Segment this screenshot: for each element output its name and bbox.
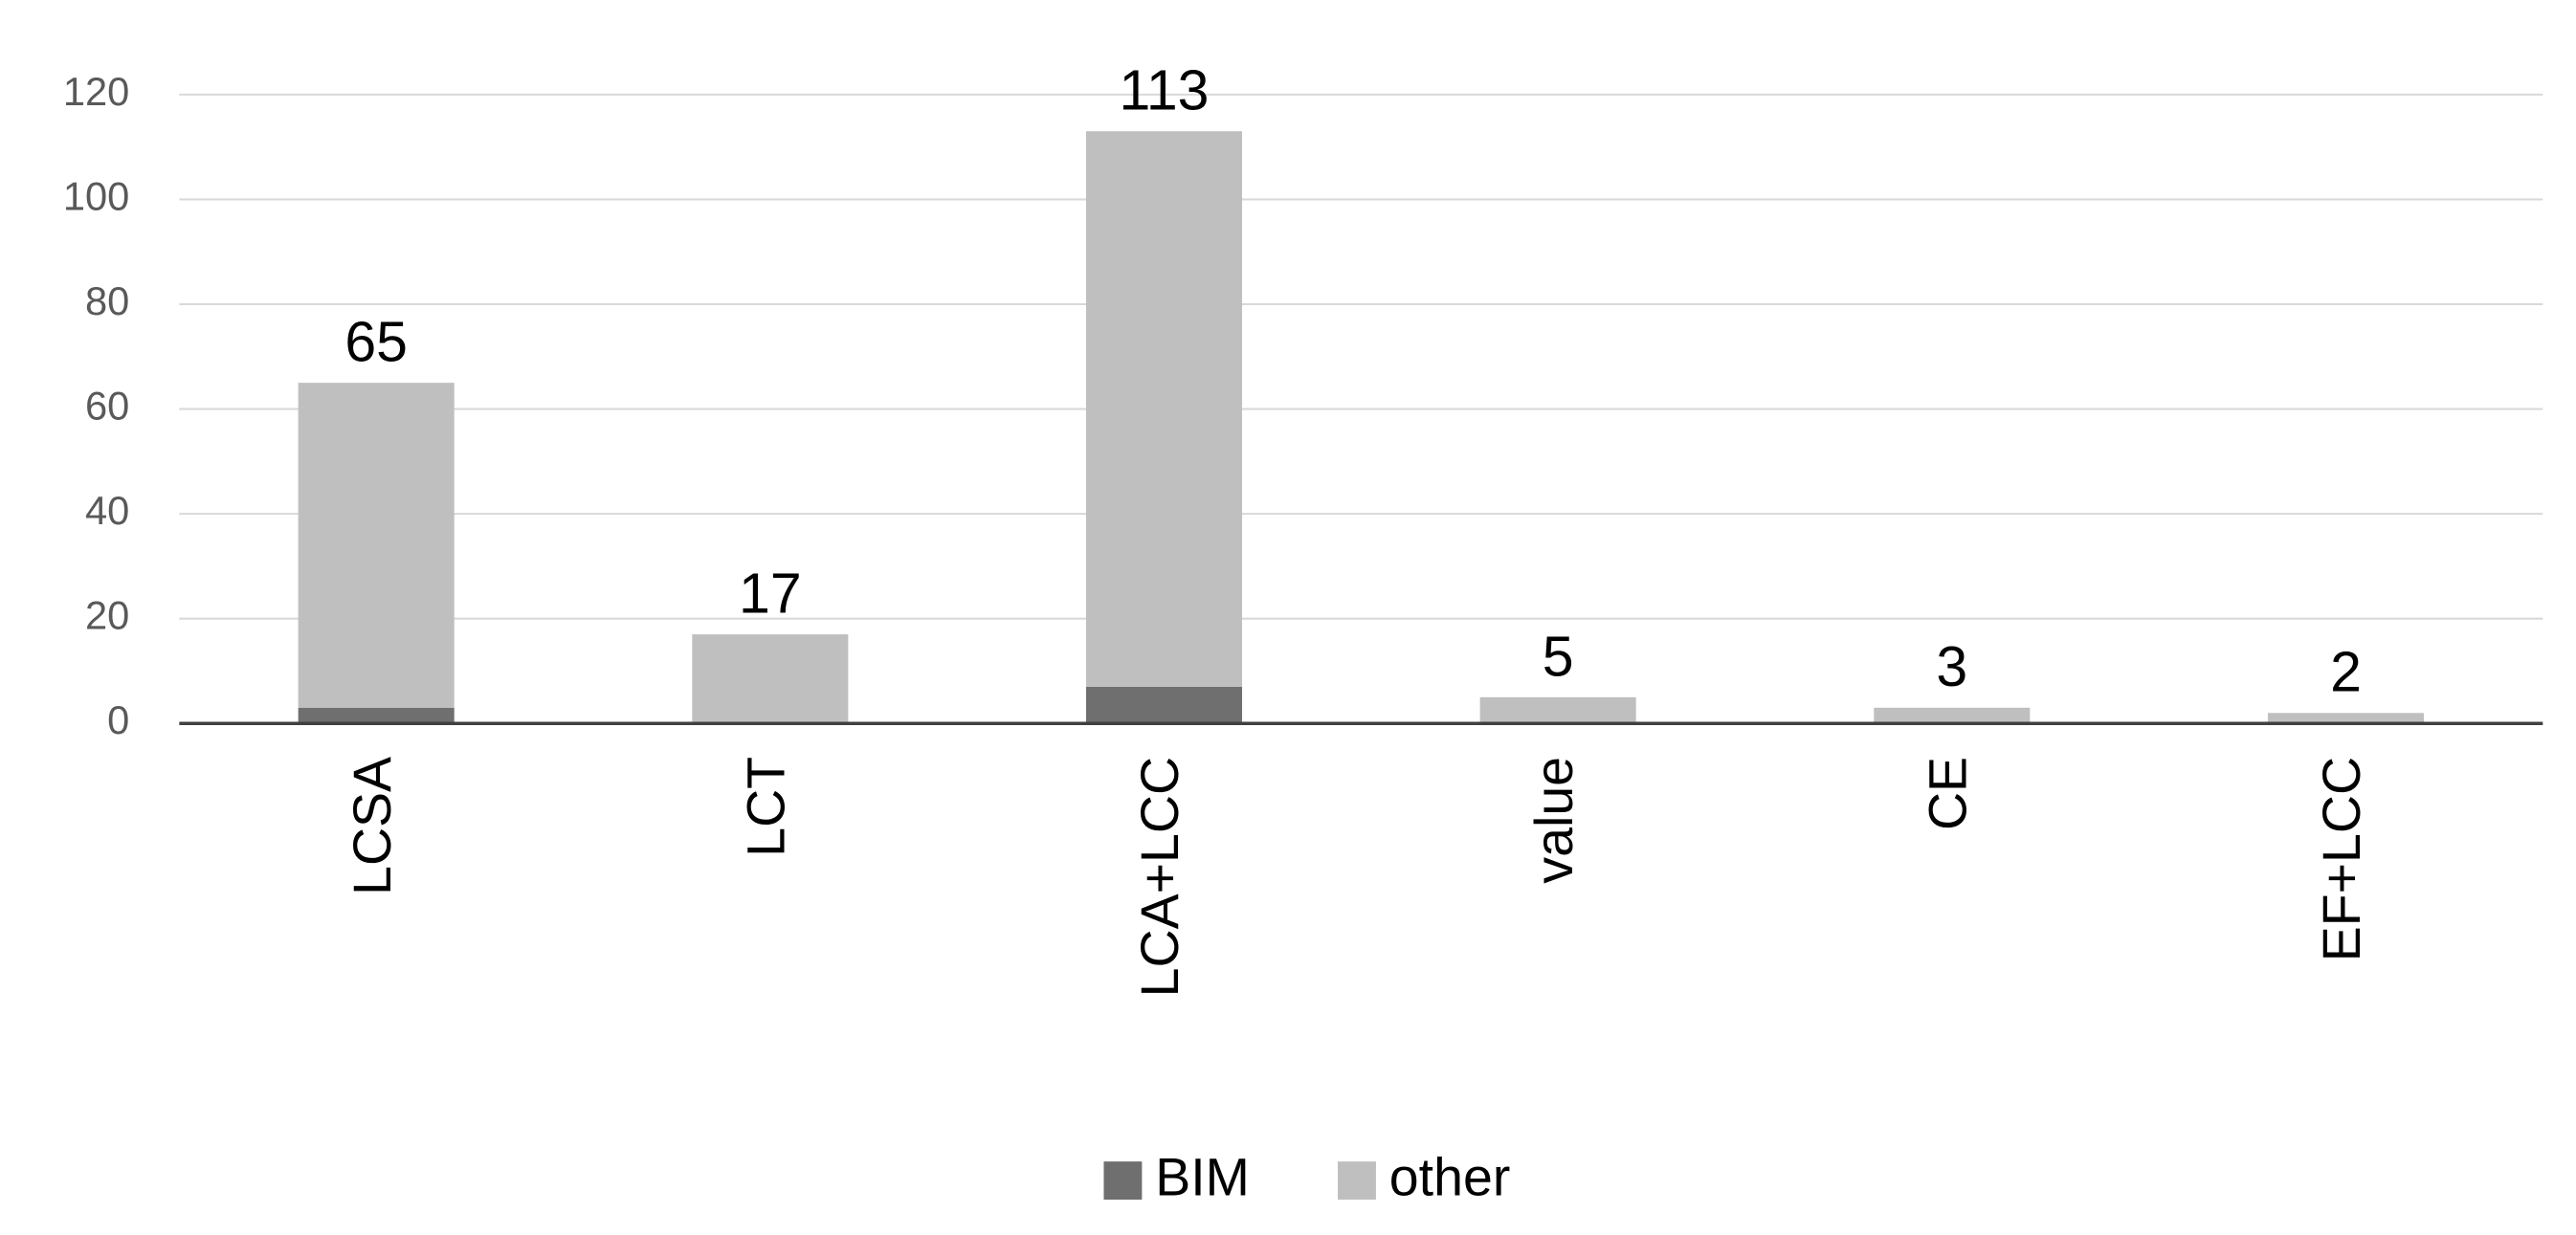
bar-segment [1874,707,2031,724]
bar-segment [1085,131,1243,687]
legend-swatch [1338,1161,1376,1201]
bar-segment [1085,686,1243,724]
y-tick-label: 120 [63,69,129,114]
data-label: 113 [1119,60,1209,122]
y-tick-label: 100 [63,173,129,218]
bar-segment [2267,713,2424,724]
legend-label: BIM [1155,1148,1250,1207]
x-tick-label: EF+LCC [2312,757,2371,961]
bar-segment [692,634,849,724]
y-tick-label: 0 [107,697,129,742]
legend-label: other [1389,1148,1511,1207]
data-label: 65 [344,312,408,374]
x-tick-label: value [1524,757,1584,884]
data-label: 3 [1936,636,1967,698]
y-tick-label: 80 [85,278,129,323]
data-label: 17 [739,563,802,626]
data-label: 5 [1543,626,1574,688]
bar-segment [298,383,455,708]
x-tick-label: CE [1918,757,1977,830]
y-tick-label: 40 [85,488,129,533]
y-tick-label: 20 [85,593,129,638]
x-tick-label: LCA+LCC [1130,757,1189,997]
y-tick-label: 60 [85,384,129,429]
x-tick-label: LCT [736,757,795,857]
data-label: 2 [2330,642,2362,704]
legend-swatch [1103,1161,1143,1201]
bar-segment [1479,696,1636,724]
bar-segment [298,707,455,724]
x-tick-label: LCSA [343,757,402,895]
